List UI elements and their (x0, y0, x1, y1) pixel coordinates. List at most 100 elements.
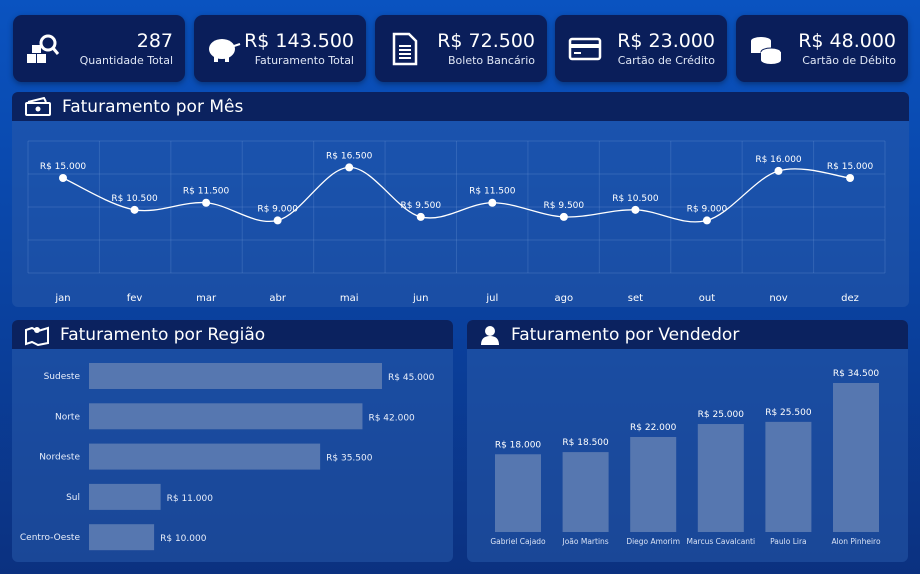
data-point (846, 174, 855, 182)
data-label: R$ 11.500 (183, 187, 230, 197)
x-tick-label: set (628, 293, 643, 304)
category-label: Nordeste (39, 453, 80, 463)
credit-card-icon (565, 29, 605, 69)
data-label: R$ 11.500 (469, 187, 516, 197)
data-label: R$ 10.000 (160, 534, 207, 544)
data-label: R$ 16.500 (326, 151, 373, 161)
bar (697, 424, 744, 532)
data-point (345, 163, 354, 172)
data-label: R$ 10.500 (111, 194, 158, 204)
x-tick-label: abr (269, 293, 286, 304)
bar (89, 363, 382, 389)
kpi-card: R$ 72.500 Boleto Bancário (375, 15, 547, 82)
data-label: R$ 9.000 (257, 204, 298, 214)
category-label: Paulo Lira (770, 537, 807, 546)
data-label: R$ 22.000 (630, 423, 677, 433)
category-label: Sudeste (44, 372, 81, 382)
kpi-value: 287 (136, 30, 173, 52)
kpi-value: R$ 143.500 (244, 30, 354, 52)
kpi-value: R$ 48.000 (798, 30, 896, 52)
data-point (559, 212, 568, 221)
kpi-label: Boleto Bancário (448, 54, 535, 67)
data-label: R$ 9.500 (544, 201, 585, 211)
data-label: R$ 15.000 (827, 162, 874, 172)
data-point (416, 212, 425, 221)
bar (89, 524, 155, 551)
x-tick-label: out (699, 293, 715, 304)
category-label: Alon Pinheiro (831, 537, 881, 546)
kpi-label: Faturamento Total (254, 54, 354, 67)
category-label: Diego Amorim (626, 537, 680, 546)
month-panel: Faturamento por Mês R$ 15.000 jan R$ 10.50… (12, 92, 909, 307)
region-panel: Faturamento por Região Sudeste R$ 45.000 N… (12, 320, 453, 562)
panel-title: Faturamento por Mês (62, 96, 244, 117)
bar (495, 454, 541, 532)
bar (89, 483, 161, 510)
data-label: R$ 18.500 (562, 438, 609, 448)
data-label: R$ 9.000 (687, 204, 728, 214)
kpi-label: Cartão de Crédito (617, 54, 715, 67)
category-label: Norte (55, 412, 80, 422)
region-bar-chart: Sudeste R$ 45.000 Norte R$ 42.000 Nordeste R$… (20, 363, 435, 551)
data-point (774, 166, 783, 175)
bar (562, 452, 609, 532)
data-point (273, 216, 282, 225)
kpi-card: R$ 48.000 Cartão de Débito (736, 15, 908, 82)
seller-bar-chart: R$ 18.000 Gabriel Cajado R$ 18.500 João Mar… (490, 369, 881, 546)
data-label: R$ 45.000 (388, 373, 435, 383)
data-label: R$ 18.000 (495, 440, 542, 450)
bar (630, 436, 677, 532)
data-label: R$ 25.500 (765, 408, 812, 418)
data-point (202, 198, 211, 207)
data-point (631, 205, 640, 214)
data-point (130, 205, 139, 214)
data-label: R$ 42.000 (368, 413, 415, 423)
bar (833, 383, 879, 532)
x-tick-label: jan (54, 293, 70, 304)
data-point (59, 174, 67, 182)
x-tick-label: mai (340, 293, 359, 304)
bar (89, 443, 321, 470)
category-label: João Martins (561, 537, 608, 546)
category-label: Centro-Oeste (20, 533, 81, 543)
map-icon (25, 326, 49, 346)
data-label: R$ 10.500 (612, 194, 659, 204)
inventory-search-icon (23, 29, 63, 69)
x-tick-label: dez (841, 293, 859, 304)
kpi-card: R$ 23.000 Cartão de Crédito (555, 15, 727, 82)
kpi-card: R$ 143.500 Faturamento Total (194, 15, 366, 82)
data-label: R$ 11.000 (167, 494, 214, 504)
kpi-label: Quantidade Total (79, 54, 173, 67)
data-label: R$ 16.000 (755, 155, 802, 165)
x-tick-label: jun (412, 293, 428, 304)
bar (765, 421, 812, 532)
data-label: R$ 15.000 (40, 162, 87, 172)
panel-title: Faturamento por Região (60, 324, 266, 345)
kpi-card: 287 Quantidade Total (13, 15, 185, 82)
x-tick-label: ago (555, 293, 574, 304)
document-icon (385, 29, 425, 69)
data-label: R$ 35.500 (326, 454, 373, 464)
data-label: R$ 9.500 (400, 201, 441, 211)
piggy-bank-icon (204, 29, 244, 69)
x-tick-label: mar (196, 293, 217, 304)
monthly-line-chart: R$ 15.000 jan R$ 10.500 fev R$ 11.500 mar R$ 9… (27, 140, 886, 304)
seller-panel: Faturamento por Vendedor R$ 18.000 Gabrie… (467, 320, 908, 562)
data-point (702, 216, 711, 225)
category-label: Gabriel Cajado (490, 537, 546, 546)
money-icon (25, 96, 51, 116)
x-tick-label: nov (769, 293, 787, 304)
coins-icon (746, 29, 786, 69)
panel-title: Faturamento por Vendedor (511, 324, 740, 345)
x-tick-label: fev (127, 293, 143, 304)
category-label: Sul (66, 493, 80, 503)
data-label: R$ 25.000 (698, 410, 745, 420)
category-label: Marcus Cavalcanti (686, 537, 755, 546)
data-label: R$ 34.500 (833, 369, 880, 379)
bar (89, 403, 363, 430)
kpi-label: Cartão de Débito (802, 54, 896, 67)
x-tick-label: jul (485, 293, 498, 304)
user-icon (481, 325, 499, 345)
kpi-value: R$ 72.500 (437, 30, 535, 52)
kpi-value: R$ 23.000 (617, 30, 715, 52)
